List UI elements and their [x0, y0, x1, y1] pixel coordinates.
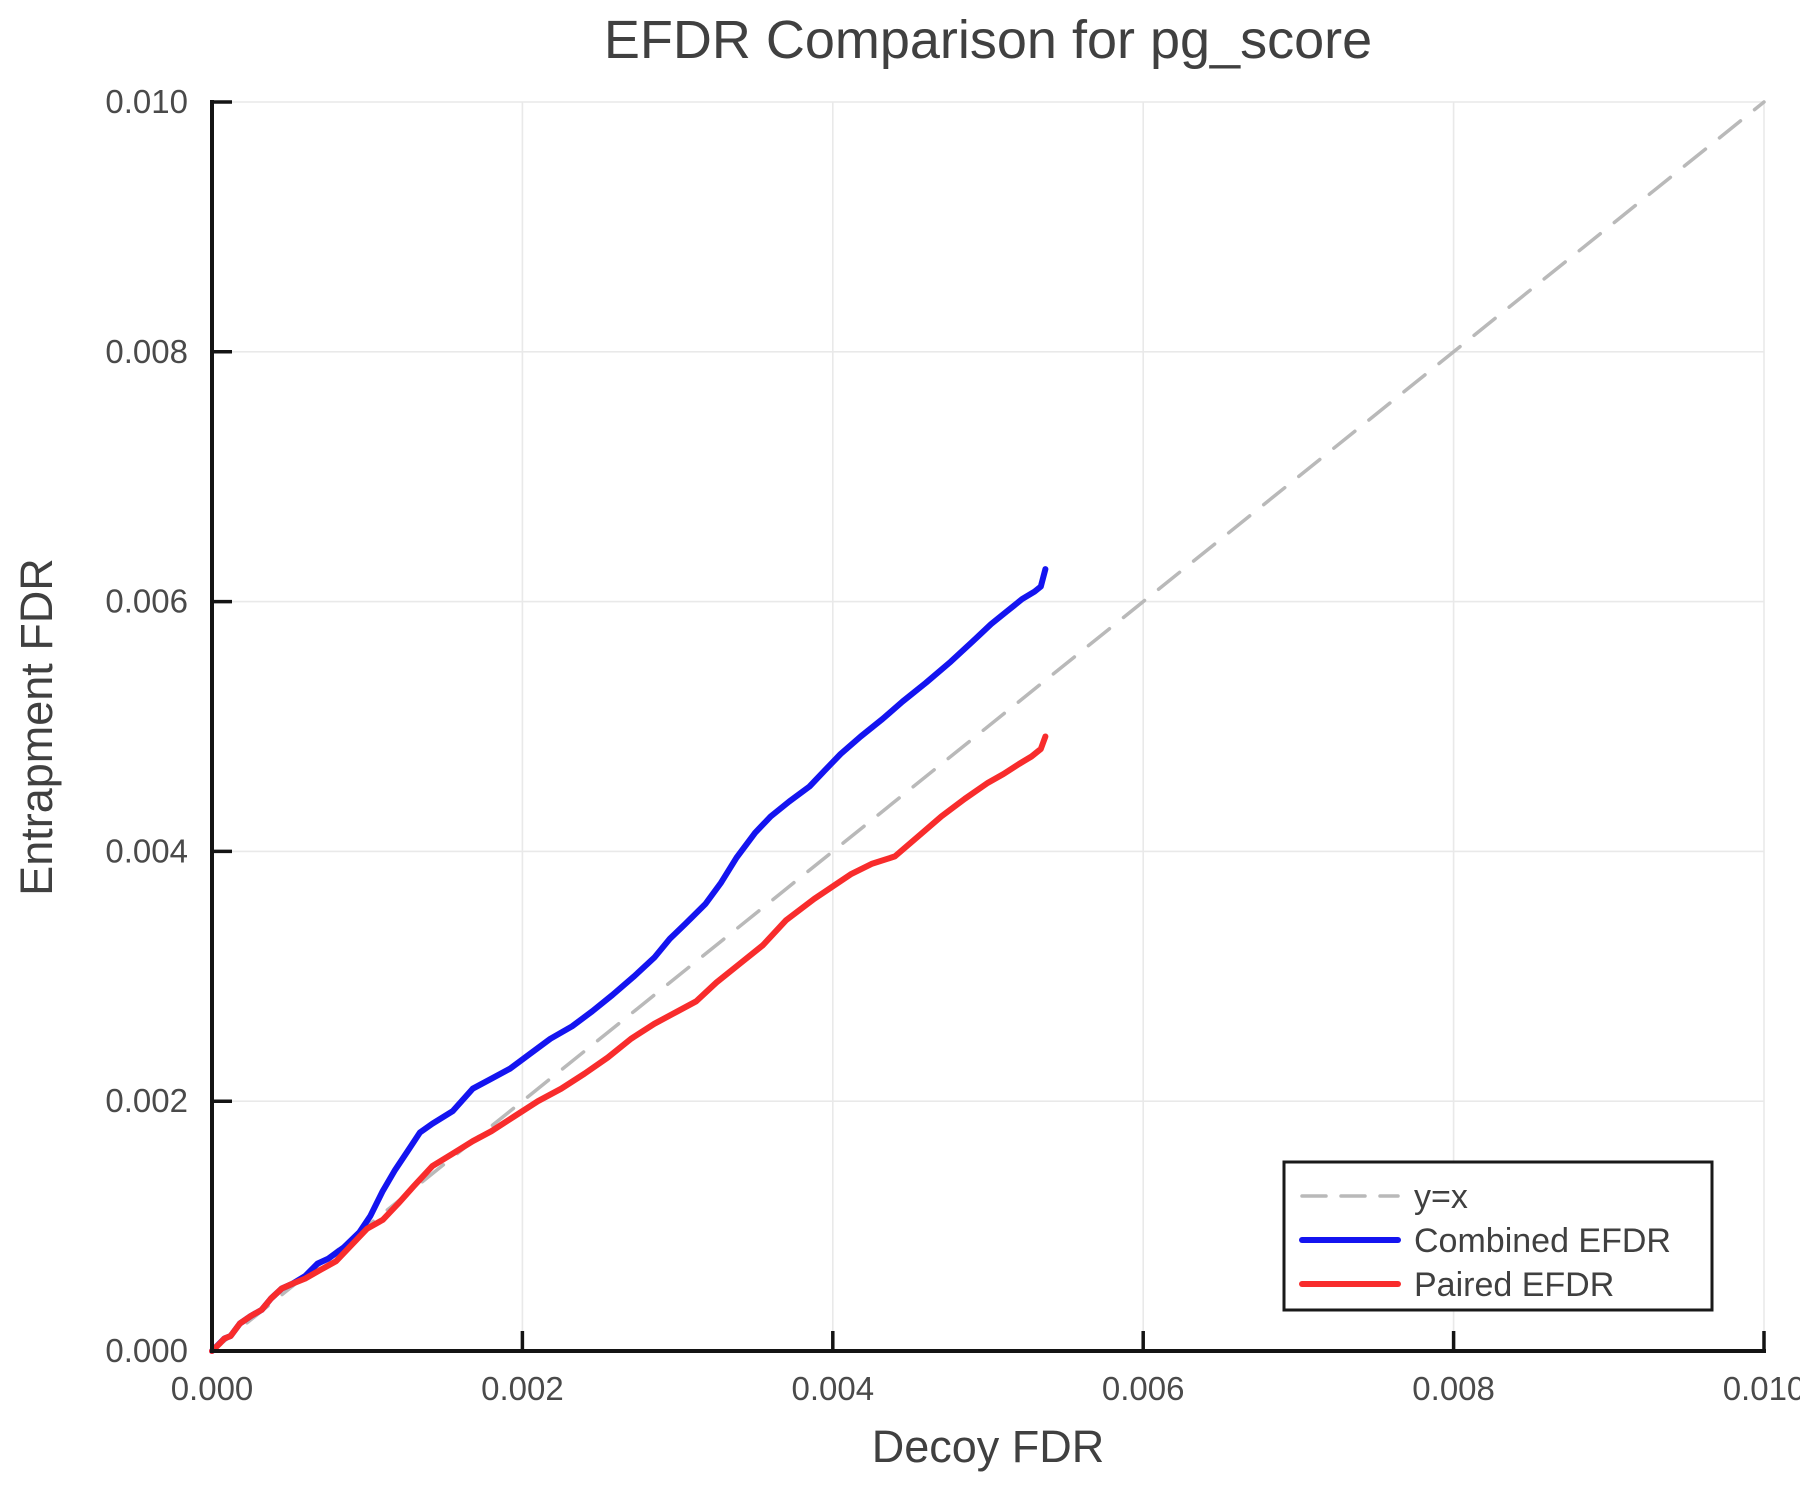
x-tick-label: 0.008	[1412, 1370, 1495, 1407]
y-tick-label: 0.010	[105, 83, 188, 120]
series-line-combined-efdr	[209, 566, 1049, 1354]
y-tick-label: 0.004	[105, 832, 188, 869]
y-tick-label: 0.002	[105, 1082, 188, 1119]
legend-label: y=x	[1414, 1178, 1468, 1216]
y-tick-label: 0.008	[105, 333, 188, 370]
series-layer	[209, 100, 1766, 1354]
tick-label-layer: 0.000 0.002 0.004 0.006 0.008 0.010 0.000 0.002…	[105, 83, 1800, 1407]
x-tick-label: 0.006	[1102, 1370, 1185, 1407]
axis-layer	[210, 100, 1766, 1353]
series-line-paired-efdr	[209, 733, 1049, 1354]
legend-label: Combined EFDR	[1414, 1222, 1671, 1260]
y-axis-label: Entrapment FDR	[11, 558, 62, 896]
x-tick-label: 0.000	[171, 1370, 254, 1407]
x-tick-label: 0.002	[481, 1370, 564, 1407]
x-tick-label: 0.004	[792, 1370, 875, 1407]
x-tick-label: 0.010	[1723, 1370, 1800, 1407]
y-tick-label: 0.006	[105, 583, 188, 620]
legend-label: Paired EFDR	[1414, 1266, 1614, 1304]
y-tick-label: 0.000	[105, 1332, 188, 1369]
chart-title: EFDR Comparison for pg_score	[604, 10, 1372, 70]
legend: y=x Combined EFDR Paired EFDR	[1282, 1160, 1714, 1312]
x-axis-label: Decoy FDR	[872, 1421, 1105, 1472]
